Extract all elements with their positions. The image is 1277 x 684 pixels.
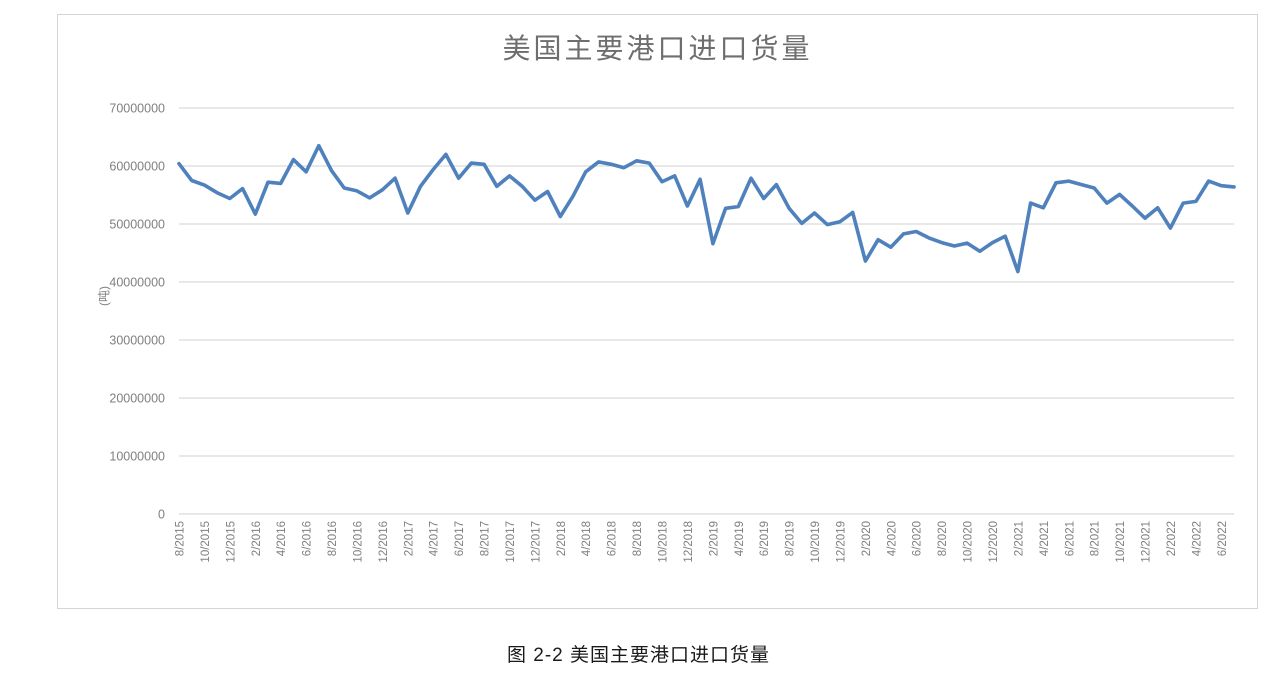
x-axis-tick-label: 6/2021 xyxy=(1064,521,1076,556)
x-axis-tick-label: 4/2017 xyxy=(429,521,441,556)
x-axis-tick-label: 2/2021 xyxy=(1013,521,1025,556)
x-axis-tick-label: 10/2018 xyxy=(658,521,670,563)
x-axis-tick-label: 12/2021 xyxy=(1141,521,1153,563)
x-axis-tick-label: 4/2019 xyxy=(734,521,746,556)
x-axis-tick-label: 4/2018 xyxy=(581,521,593,556)
x-axis-tick-label: 8/2016 xyxy=(327,521,339,556)
line-chart: 0 10000000 20000000 30000000 40000000 5000000… xyxy=(97,101,1236,563)
x-axis-tick-label: 12/2015 xyxy=(225,521,237,563)
series-line xyxy=(177,143,1236,274)
x-axis-tick-label: 10/2017 xyxy=(505,521,517,563)
x-axis-tick-label: 6/2019 xyxy=(759,521,771,556)
x-axis-tick-label: 4/2022 xyxy=(1191,521,1203,556)
y-axis-title: (吨) xyxy=(97,286,111,306)
x-axis-tick-label: 12/2020 xyxy=(988,521,1000,563)
x-axis-tick-label: 10/2021 xyxy=(1115,521,1127,563)
x-axis-tick-label: 2/2018 xyxy=(556,521,568,556)
x-axis-tick-label: 12/2018 xyxy=(683,521,695,563)
x-axis-tick-label: 8/2021 xyxy=(1090,521,1102,556)
x-axis-tick-label: 12/2016 xyxy=(378,521,390,563)
x-axis-tick-label: 8/2018 xyxy=(632,521,644,556)
x-axis-tick-label: 10/2020 xyxy=(963,521,975,563)
x-axis-tick-label: 10/2019 xyxy=(810,521,822,563)
chart-title: 美国主要港口进口货量 xyxy=(502,34,813,65)
x-axis-tick-label: 8/2020 xyxy=(937,521,949,556)
x-axis-tick-label: 12/2019 xyxy=(835,521,847,563)
y-axis-tick-label: 70000000 xyxy=(109,101,165,115)
y-axis-tick-label: 10000000 xyxy=(109,449,165,463)
x-axis-tick-label: 6/2020 xyxy=(912,521,924,556)
figure-caption: 图 2-2 美国主要港口进口货量 xyxy=(506,645,771,666)
x-axis-tick-label: 8/2017 xyxy=(480,521,492,556)
x-axis-tick-label: 10/2016 xyxy=(352,521,364,563)
chart-frame: 0 10000000 20000000 30000000 40000000 5000000… xyxy=(57,14,1258,609)
x-axis-tick-label: 6/2016 xyxy=(302,521,314,556)
x-axis-tick-label: 6/2022 xyxy=(1217,521,1229,556)
x-axis-tick-label: 8/2019 xyxy=(785,521,797,556)
y-axis-tick-label: 20000000 xyxy=(109,391,165,405)
x-axis-tick-label: 2/2019 xyxy=(708,521,720,556)
x-axis-tick-label: 2/2022 xyxy=(1166,521,1178,556)
x-axis-tick-label: 4/2020 xyxy=(886,521,898,556)
x-axis-tick-label: 4/2021 xyxy=(1039,521,1051,556)
x-axis-tick-label: 2/2016 xyxy=(251,521,263,556)
x-axis-tick-label: 2/2020 xyxy=(861,521,873,556)
x-axis-tick-label: 6/2017 xyxy=(454,521,466,556)
y-axis-tick-label: 0 xyxy=(158,507,165,521)
x-axis-tick-label: 12/2017 xyxy=(530,521,542,563)
y-axis-tick-label: 40000000 xyxy=(109,275,165,289)
x-axis-tick-label: 8/2015 xyxy=(175,521,187,556)
x-axis-tick-label: 10/2015 xyxy=(200,521,212,563)
y-axis-tick-label: 50000000 xyxy=(109,217,165,231)
y-axis-tick-label: 60000000 xyxy=(109,159,165,173)
y-axis-tick-label: 30000000 xyxy=(109,333,165,347)
x-axis-tick-label: 6/2018 xyxy=(607,521,619,556)
x-axis-tick-label: 4/2016 xyxy=(276,521,288,556)
x-axis-tick-label: 2/2017 xyxy=(403,521,415,556)
